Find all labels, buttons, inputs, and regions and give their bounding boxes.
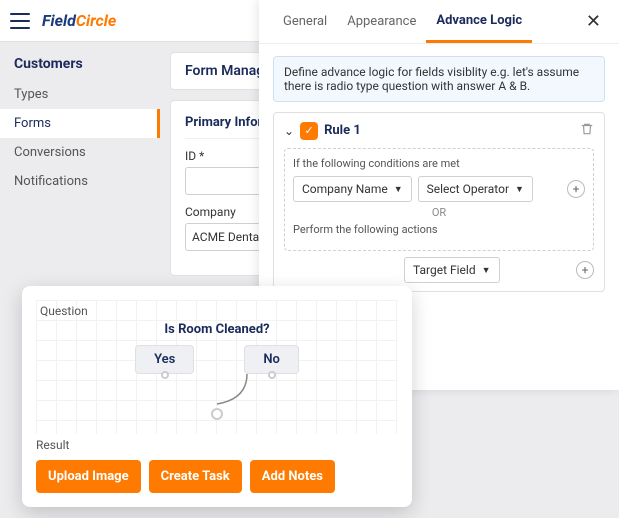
tab-appearance[interactable]: Appearance [337,2,426,41]
brand-logo: FieldCircle [42,11,116,30]
action-row: Target Field ▼ + [284,257,594,283]
caret-icon: ▼ [394,184,403,195]
menu-icon[interactable] [10,13,30,29]
trash-icon[interactable] [580,121,594,140]
sidebar-header: Customers [0,48,160,80]
info-box: Define advance logic for fields visiblit… [273,56,605,102]
target-select[interactable]: Target Field ▼ [404,257,500,283]
create-task-button[interactable]: Create Task [149,460,242,493]
field-select[interactable]: Company Name ▼ [293,176,412,202]
action-label: Perform the following actions [293,223,585,236]
rule-box: ⌄ ✓ Rule 1 If the following conditions a… [273,112,605,292]
sidebar-item-types[interactable]: Types [0,80,160,109]
caret-icon: ▼ [515,184,524,195]
no-button[interactable]: No [244,345,299,374]
question-text: Is Room Cleaned? [40,322,394,337]
connector-mid-dot [211,408,223,420]
add-action-icon[interactable]: + [576,261,594,279]
tab-advance-logic[interactable]: Advance Logic [426,1,532,43]
condition-row: Company Name ▼ Select Operator ▼ + [293,176,585,202]
yes-label: Yes [154,352,175,367]
or-label: OR [293,206,585,219]
add-condition-icon[interactable]: + [567,180,585,198]
rule-checkbox[interactable]: ✓ [300,122,318,140]
brand-part2: Circle [76,11,116,30]
connector-dot [161,371,169,379]
result-label: Result [36,438,398,452]
close-icon[interactable]: ✕ [582,7,605,36]
connector-dot [268,371,276,379]
rule-header: ⌄ ✓ Rule 1 [284,121,594,140]
add-notes-button[interactable]: Add Notes [250,460,335,493]
operator-select[interactable]: Select Operator ▼ [418,176,533,202]
sidebar-item-forms[interactable]: Forms [0,109,160,138]
brand-part1: Field [42,11,76,30]
condition-label: If the following conditions are met [293,157,585,170]
result-row: Upload Image Create Task Add Notes [36,460,398,493]
target-select-value: Target Field [413,263,476,277]
connector [40,384,394,424]
yes-no-row: Yes No [40,345,394,374]
operator-select-value: Select Operator [427,182,509,196]
no-label: No [263,352,280,367]
rule-title: Rule 1 [324,123,361,138]
sidebar-item-notifications[interactable]: Notifications [0,167,160,196]
sidebar-item-conversions[interactable]: Conversions [0,138,160,167]
tab-general[interactable]: General [273,2,337,41]
caret-icon: ▼ [482,265,491,276]
field-select-value: Company Name [302,182,388,196]
question-label: Question [40,304,394,318]
upload-image-button[interactable]: Upload Image [36,460,141,493]
flow-card: Question Is Room Cleaned? Yes No Result … [22,286,412,507]
condition-box: If the following conditions are met Comp… [284,148,594,251]
panel-tabs: General Appearance Advance Logic ✕ [259,0,619,44]
yes-button[interactable]: Yes [135,345,194,374]
chevron-down-icon[interactable]: ⌄ [284,124,294,138]
